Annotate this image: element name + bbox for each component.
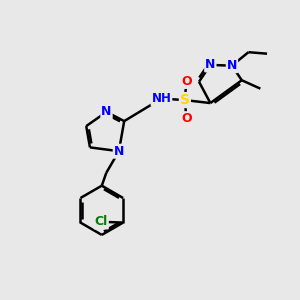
Text: Cl: Cl — [94, 215, 108, 229]
Text: N: N — [205, 58, 215, 71]
Text: N: N — [101, 105, 112, 119]
Text: S: S — [180, 93, 190, 107]
Text: O: O — [181, 112, 192, 125]
Text: NH: NH — [152, 92, 171, 105]
Text: N: N — [227, 59, 237, 72]
Text: N: N — [114, 145, 124, 158]
Text: O: O — [181, 75, 192, 88]
